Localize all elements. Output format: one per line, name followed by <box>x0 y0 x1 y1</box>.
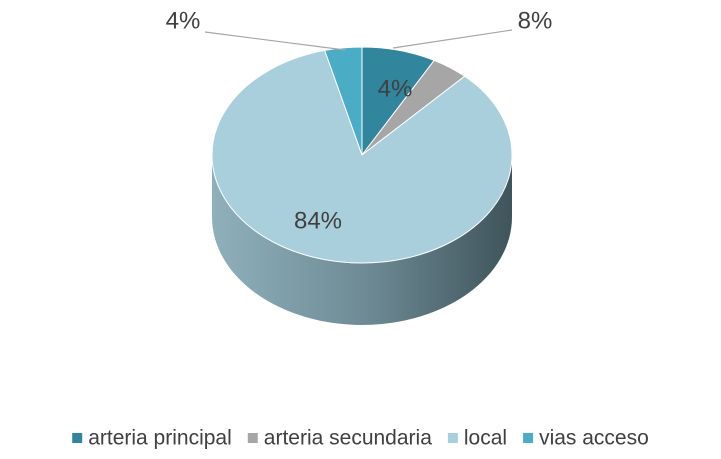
data-label: 4% <box>166 7 201 34</box>
legend-label: vias acceso <box>539 427 649 450</box>
legend-label: arteria secundaria <box>264 427 432 450</box>
legend-swatch <box>523 433 534 443</box>
legend-label: local <box>464 427 507 450</box>
data-label: 84% <box>294 207 342 234</box>
pie-slice <box>211 49 513 264</box>
data-label: 4% <box>378 75 413 102</box>
leader-line <box>392 29 513 49</box>
legend-label: arteria principal <box>88 427 232 450</box>
leader-line <box>204 31 346 51</box>
pie-side <box>212 155 512 325</box>
legend-swatch <box>72 433 83 443</box>
pie-slice <box>324 46 363 156</box>
data-label: 8% <box>518 7 553 34</box>
legend-swatch <box>247 433 258 443</box>
legend-swatch <box>447 433 458 443</box>
